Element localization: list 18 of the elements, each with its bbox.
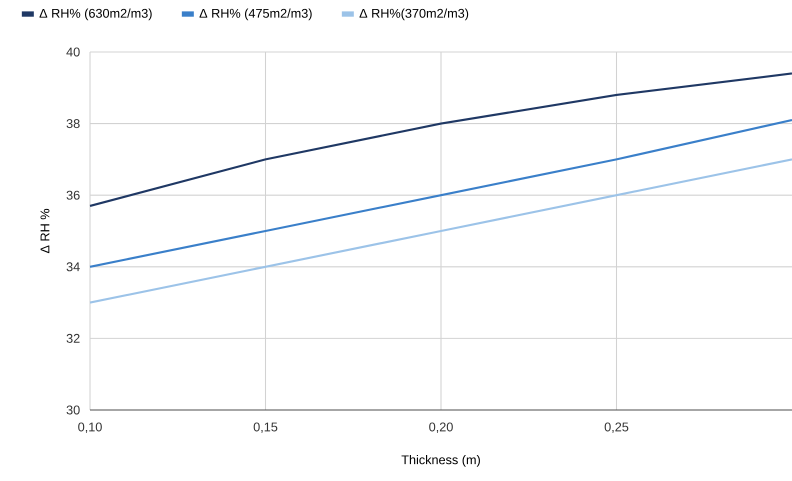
y-tick-label: 40 (66, 48, 80, 56)
y-axis-title: Δ RH % (40, 208, 50, 254)
x-tick-label: 0,10 (78, 422, 102, 433)
y-tick-label: 36 (66, 190, 80, 200)
y-tick-label: 32 (66, 334, 80, 343)
legend-label: Δ RH% (630m2/m3) (40, 8, 152, 20)
legend-label: Δ RH% (475m2/m3) (200, 8, 312, 20)
line-series (88, 158, 792, 304)
x-tick-label: 0,25 (604, 422, 628, 433)
legend-label: Δ RH%(370m2/m3) (360, 8, 468, 20)
line-series (88, 118, 792, 268)
line-series (88, 72, 792, 207)
x-tick-label: 0,15 (254, 422, 278, 433)
y-tick-label: 30 (66, 406, 80, 414)
y-tick-label: 38 (66, 119, 80, 128)
x-axis-title: Thickness (m) (402, 454, 480, 467)
x-tick-label: 0,20 (429, 422, 453, 433)
y-tick-label: 34 (66, 262, 80, 272)
